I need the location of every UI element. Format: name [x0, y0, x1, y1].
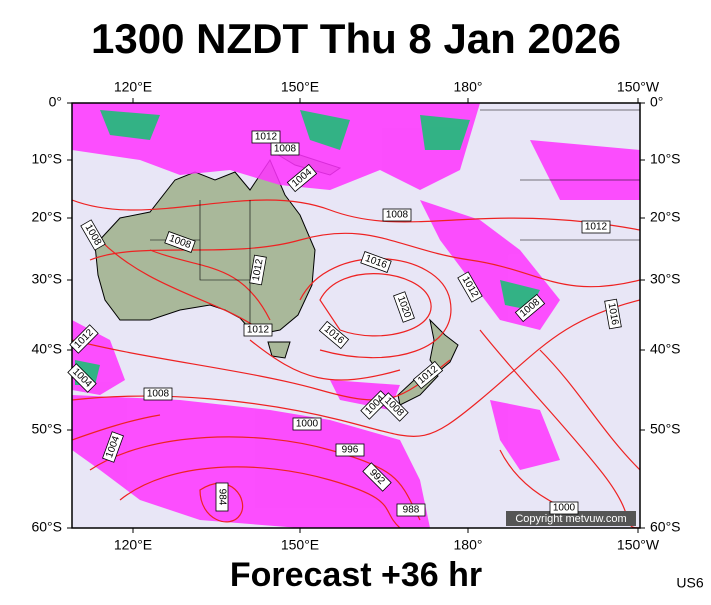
lat-label-left: 40°S: [31, 341, 62, 357]
isobar-label: 988: [396, 503, 426, 517]
isobar-label-box: [270, 142, 300, 156]
isobar-label: 984: [215, 482, 229, 512]
isobar-label-box: [243, 323, 273, 337]
isobar-label: 1012: [243, 323, 273, 337]
lat-label-right: 60°S: [650, 519, 681, 535]
copyright-box: [506, 511, 636, 526]
lat-label-right: 20°S: [650, 209, 681, 225]
title: 1300 NZDT Thu 8 Jan 2026: [91, 15, 621, 62]
lat-label-right: 10°S: [650, 151, 681, 167]
isobar-label-box: [249, 254, 267, 286]
isobar-label-text: 1016: [606, 302, 621, 326]
isobar-label-box: [604, 298, 622, 330]
isobar-label-box: [396, 503, 426, 517]
isobar-label-text: 1008: [274, 144, 297, 155]
isobar-label-box: [164, 231, 196, 253]
forecast-label: Forecast +36 hr: [230, 556, 482, 594]
copyright: Copyright metvuw.com: [515, 513, 626, 525]
isobar-label-text: 1000: [553, 503, 576, 514]
isobar-label-box: [251, 130, 281, 144]
isobar-label-box: [362, 462, 392, 492]
lon-label-bottom: 150°W: [617, 537, 660, 553]
isobar-label: 1008: [143, 387, 173, 401]
isobar-label-box: [69, 324, 99, 354]
isobar-label: 1012: [251, 130, 281, 144]
isobar-label-text: 1012: [247, 325, 270, 336]
isobar-label: 1016: [604, 298, 622, 330]
isobar-label-box: [286, 163, 318, 193]
lat-label-left: 20°S: [31, 209, 62, 225]
isobar-label-text: 1008: [386, 210, 409, 221]
isobar-label-box: [457, 271, 483, 303]
isobar-label-text: 1012: [251, 258, 266, 282]
lat-label-right: 40°S: [650, 341, 681, 357]
isobar-label-text: 1012: [585, 222, 608, 233]
lat-label-left: 30°S: [31, 271, 62, 287]
isobar-label-box: [215, 482, 229, 512]
isobar-label: 996: [335, 443, 365, 457]
isobar-label-box: [292, 417, 322, 431]
lon-label-bottom: 180°: [454, 537, 483, 553]
isobar-label-box: [360, 390, 390, 420]
isobars: [72, 199, 640, 528]
isobar-label-text: 1000: [296, 419, 319, 430]
model-code: US6: [676, 575, 703, 591]
isobar-label: 1000: [549, 501, 579, 515]
lat-label-left: 50°S: [31, 421, 62, 437]
isobar-label-box: [335, 443, 365, 457]
isobar-label-box: [143, 387, 173, 401]
isobar-label-box: [102, 431, 124, 463]
isobar-label: 1008: [382, 208, 412, 222]
map-frame: [71, 102, 641, 529]
isobar-label-box: [412, 360, 444, 390]
lat-label-left: 60°S: [31, 519, 62, 535]
lon-label-bottom: 120°E: [114, 537, 152, 553]
isobar-label-text: 1012: [255, 132, 278, 143]
isobar-label-box: [318, 320, 350, 350]
isobar-label-text: 996: [342, 445, 359, 456]
isobar-label-box: [67, 363, 97, 393]
lat-label-right: 30°S: [650, 271, 681, 287]
isobar-label: 1008: [270, 142, 300, 156]
isobar-label-text: 988: [403, 505, 420, 516]
map: [72, 103, 640, 528]
lon-label-bottom: 150°E: [281, 537, 319, 553]
isobar-label-box: [382, 208, 412, 222]
lat-label-left: 0°: [49, 94, 62, 110]
isobar-label-text: 984: [216, 489, 227, 506]
isobar-label-box: [393, 291, 415, 323]
lat-label-left: 10°S: [31, 151, 62, 167]
tasmania: [267, 341, 291, 359]
isobar-label-box: [581, 220, 611, 234]
isobar-label-box: [360, 251, 392, 273]
lat-label-right: 0°: [650, 94, 663, 110]
isobar-label-box: [514, 293, 546, 323]
isobar-label: 1000: [292, 417, 322, 431]
isobar-label: 1012: [249, 254, 267, 286]
isobar-label-box: [549, 501, 579, 515]
lon-label-top: 150°E: [281, 79, 319, 95]
lon-label-top: 180°: [454, 79, 483, 95]
lat-label-right: 50°S: [650, 421, 681, 437]
lon-label-top: 120°E: [114, 79, 152, 95]
isobar-label-text: 1008: [147, 389, 170, 400]
isobar-label-box: [379, 392, 409, 422]
isobar-label: 1012: [581, 220, 611, 234]
isobar-label-box: [80, 219, 106, 251]
lon-label-top: 150°W: [617, 79, 660, 95]
